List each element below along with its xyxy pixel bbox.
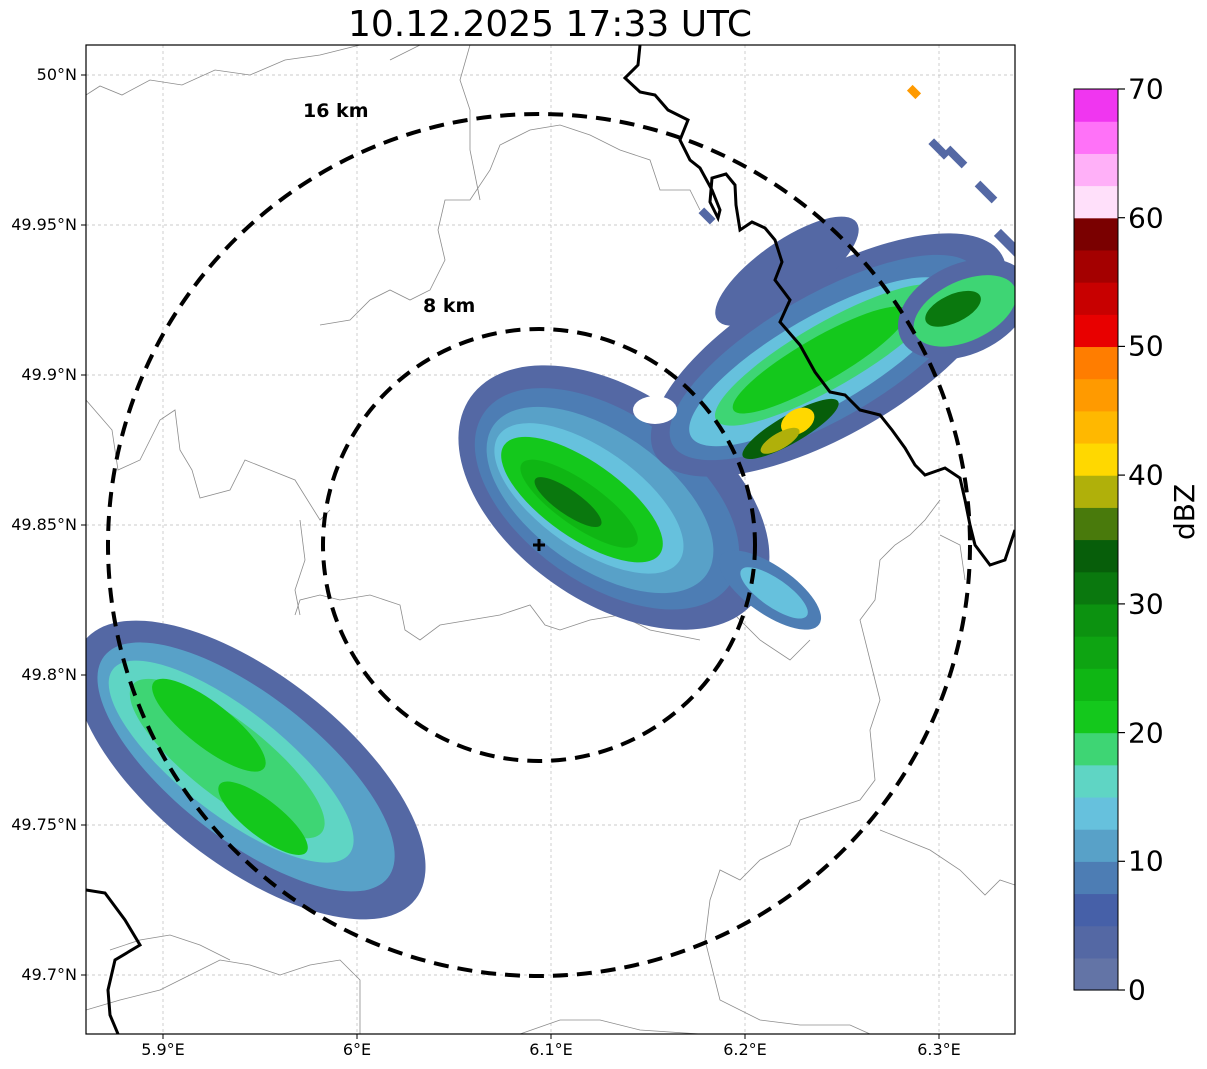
- echo-north-strip: [715, 216, 859, 326]
- colorbar-swatch: [1074, 603, 1118, 637]
- colorbar-tick-label: 50: [1128, 329, 1164, 363]
- colorbar-tick-label: 20: [1128, 716, 1164, 750]
- colorbar-tick-label: 30: [1128, 587, 1164, 621]
- colorbar-swatch: [1074, 957, 1118, 991]
- lat-tick-label: 49.9°N: [21, 365, 77, 384]
- colorbar-swatch: [1074, 893, 1118, 927]
- lon-tick-label: 6°E: [342, 1040, 372, 1059]
- colorbar-swatch: [1074, 861, 1118, 895]
- colorbar-swatch: [1074, 314, 1118, 348]
- colorbar-swatch: [1074, 442, 1118, 476]
- national-border-south: [86, 888, 143, 1034]
- lon-tick-label: 6.1°E: [529, 1040, 573, 1059]
- national-border: [622, 45, 1015, 567]
- colorbar-frame: [1073, 88, 1119, 991]
- colorbar-swatch: [1074, 829, 1118, 862]
- colorbar-swatch: [1074, 346, 1118, 380]
- ring-label-16km: 16 km: [303, 100, 369, 122]
- ring-label-8km: 8 km: [423, 295, 476, 317]
- colorbar-swatch: [1074, 249, 1118, 283]
- lon-tick-label: 6.3°E: [917, 1040, 961, 1059]
- echo-gap: [633, 396, 677, 424]
- echo-cluster-far-east: [897, 258, 1015, 360]
- colorbar-swatch: [1074, 732, 1118, 766]
- admin-boundaries: [86, 45, 1015, 1034]
- range-ring-8km: [321, 327, 757, 763]
- colorbar-tick-label: 60: [1128, 201, 1164, 235]
- colorbar-swatch: [1074, 378, 1118, 412]
- lat-tick-label: 49.75°N: [11, 815, 77, 834]
- colorbar-tick-label: 40: [1128, 458, 1164, 492]
- lon-tick-label: 5.9°E: [141, 1040, 185, 1059]
- colorbar-swatch: [1074, 121, 1118, 154]
- colorbar-swatch: [1074, 764, 1118, 798]
- lat-tick-label: 49.7°N: [21, 965, 77, 984]
- colorbar-swatch: [1074, 507, 1118, 541]
- colorbar-swatch: [1074, 636, 1118, 669]
- echo-cluster-west: [86, 620, 426, 920]
- colorbar-swatch: [1074, 410, 1118, 444]
- colorbar-swatch: [1074, 796, 1118, 830]
- colorbar-swatch: [1074, 217, 1118, 251]
- colorbar-swatch: [1074, 539, 1118, 573]
- colorbar-swatch: [1074, 700, 1118, 734]
- colorbar-title: dBZ: [1168, 483, 1201, 540]
- colorbar-swatch: [1074, 185, 1118, 219]
- lat-tick-label: 50°N: [36, 65, 77, 84]
- colorbar-tick-label: 10: [1128, 844, 1164, 878]
- colorbar-tick-label: 0: [1128, 973, 1146, 1007]
- colorbar-swatch: [1074, 89, 1118, 122]
- lon-tick-label: 6.2°E: [723, 1040, 767, 1059]
- colorbar-swatch: [1074, 153, 1118, 187]
- lat-tick-label: 49.8°N: [21, 665, 77, 684]
- colorbar-swatch: [1074, 668, 1118, 701]
- radar-site-plus-icon: [533, 539, 545, 551]
- colorbar-tick-label: 70: [1128, 72, 1164, 106]
- lat-tick-label: 49.95°N: [11, 215, 77, 234]
- colorbar-swatch: [1074, 925, 1118, 959]
- lat-tick-label: 49.85°N: [11, 515, 77, 534]
- colorbar-swatch: [1074, 282, 1118, 315]
- colorbar-swatch: [1074, 475, 1118, 508]
- map-title: 10.12.2025 17:33 UTC: [347, 4, 753, 45]
- echo-cluster-tail: [718, 550, 822, 630]
- colorbar: [1074, 89, 1118, 991]
- colorbar-swatch: [1074, 571, 1118, 605]
- range-ring-16km: [106, 112, 972, 978]
